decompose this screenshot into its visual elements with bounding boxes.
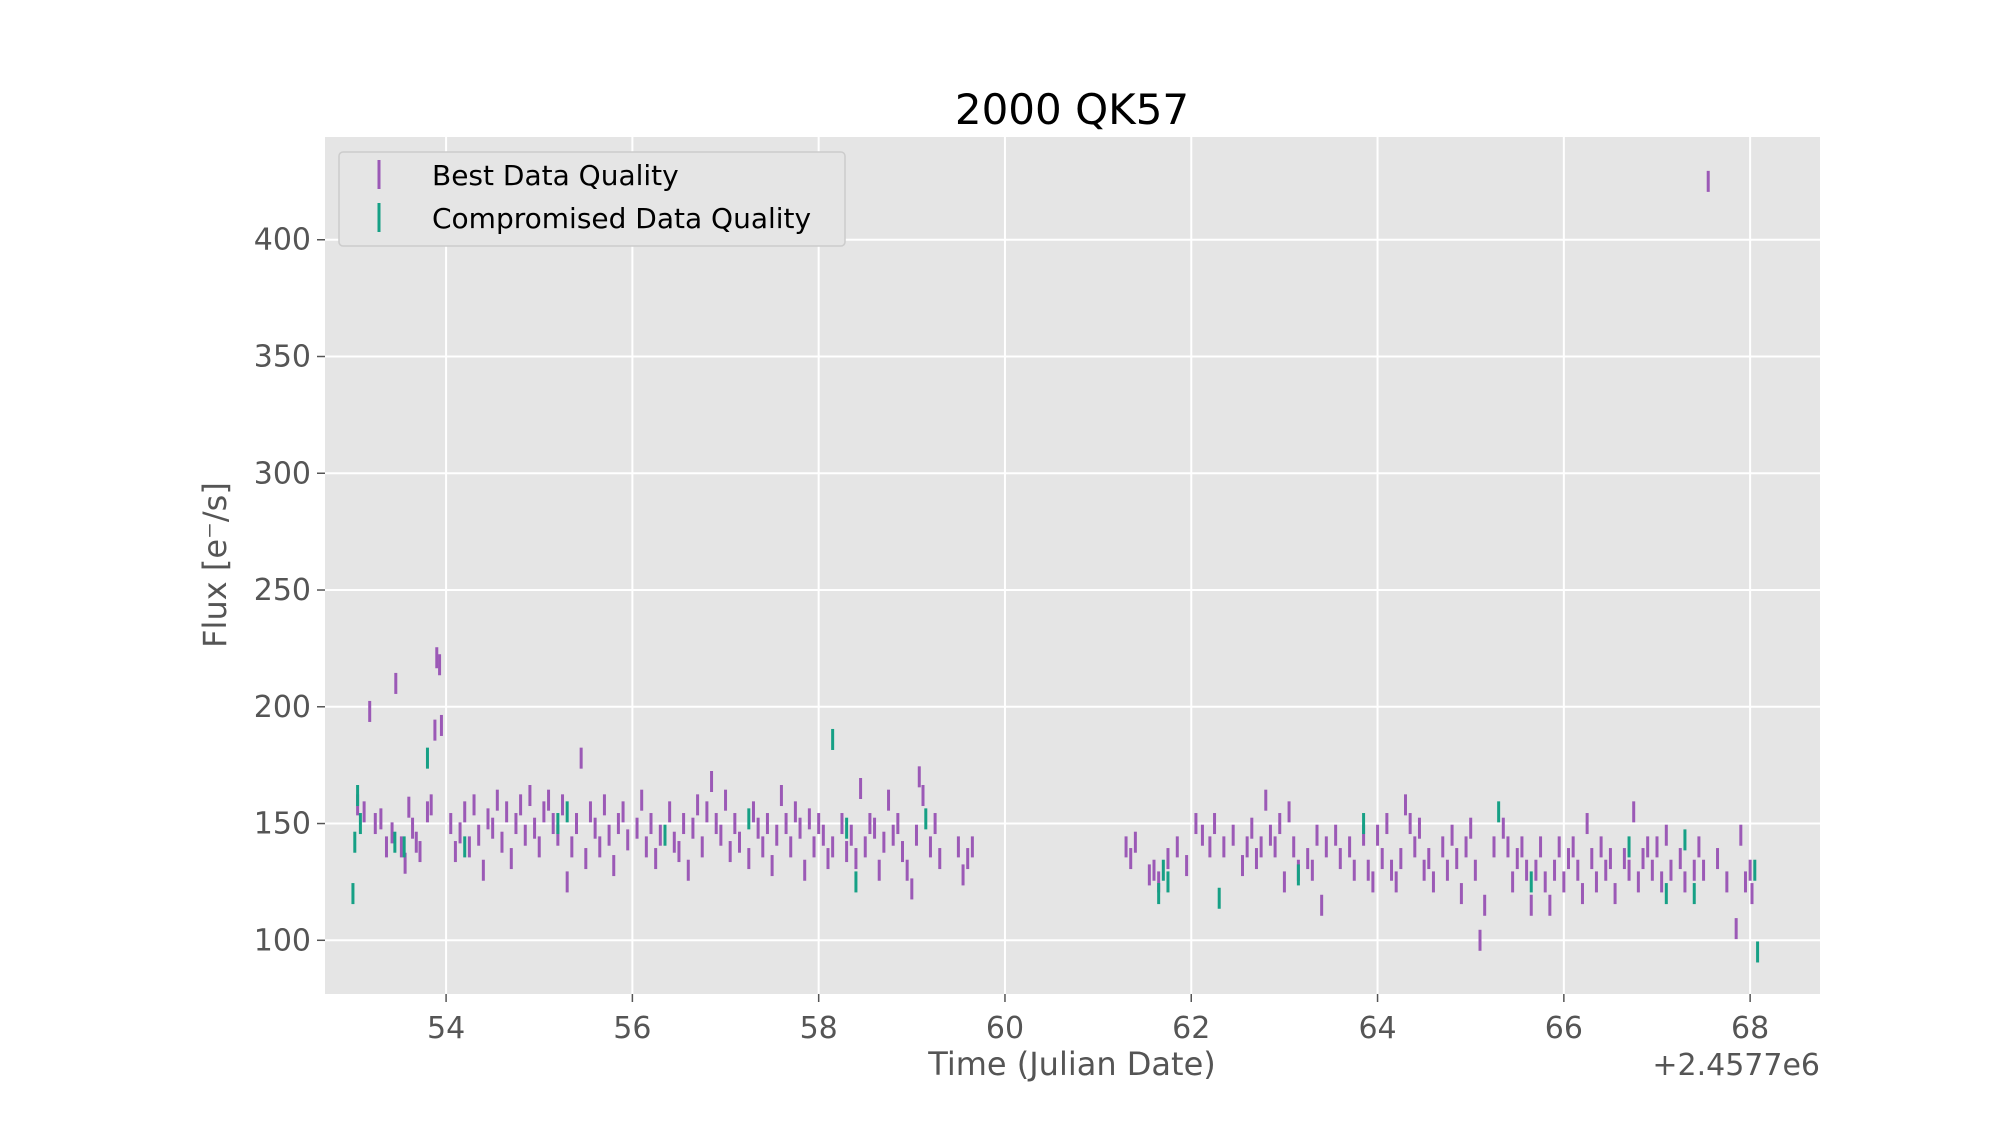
legend-box (338, 151, 846, 247)
axis-ticks: 54 56 58 60 62 64 66 68 100 150 200 250 300 350 400 (254, 223, 1769, 1046)
x-tick-label: 64 (1358, 1011, 1396, 1046)
data-points (351, 170, 1760, 963)
legend-label-best: Best Data Quality (432, 159, 679, 192)
x-axis-offset-label: +2.4577e6 (1652, 1048, 1820, 1083)
plot-area (325, 137, 1820, 994)
x-tick-label: 58 (800, 1011, 838, 1046)
x-tick-label: 60 (986, 1011, 1024, 1046)
x-tick-label: 68 (1731, 1011, 1769, 1046)
x-tick-label: 66 (1545, 1011, 1583, 1046)
y-tick-label: 300 (254, 456, 311, 491)
grid-lines (325, 137, 1820, 994)
chart-title: 2000 QK57 (955, 85, 1189, 134)
x-tick-label: 56 (613, 1011, 651, 1046)
y-tick-label: 200 (254, 690, 311, 725)
x-tick-label: 54 (427, 1011, 465, 1046)
legend-label-compromised: Compromised Data Quality (432, 202, 811, 235)
y-tick-label: 400 (254, 223, 311, 258)
x-axis-label: Time (Julian Date) (927, 1045, 1216, 1083)
legend: Best Data Quality Compromised Data Quali… (338, 151, 846, 247)
y-axis-label: Flux [e⁻/s] (196, 482, 234, 648)
y-tick-label: 150 (254, 807, 311, 842)
y-tick-label: 100 (254, 923, 311, 958)
x-tick-label: 62 (1172, 1011, 1210, 1046)
y-tick-label: 250 (254, 573, 311, 608)
y-tick-label: 350 (254, 340, 311, 375)
